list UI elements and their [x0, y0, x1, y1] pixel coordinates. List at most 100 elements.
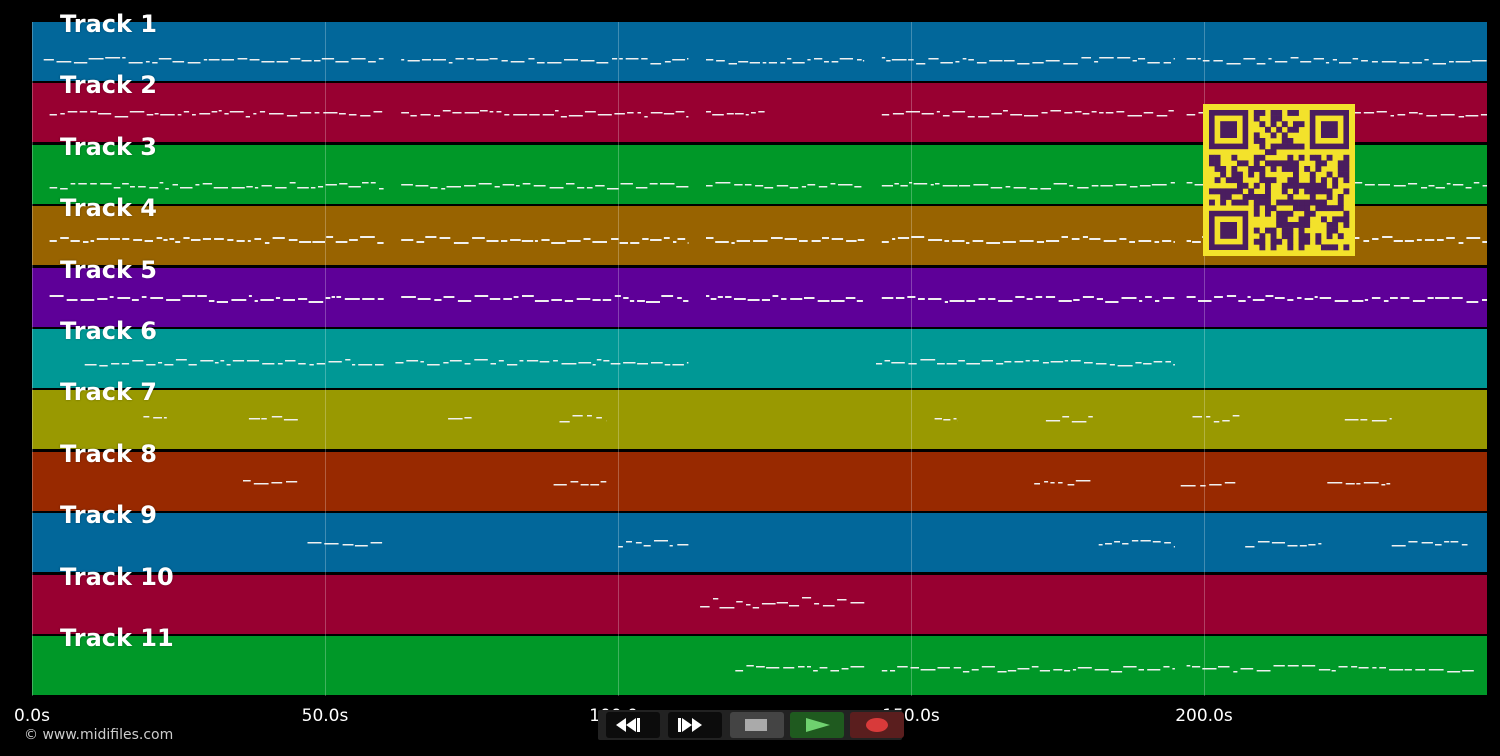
note [911, 236, 925, 238]
note [113, 187, 121, 189]
note [187, 62, 201, 64]
note [629, 300, 635, 302]
note [672, 364, 684, 366]
play-button[interactable] [790, 712, 844, 738]
note [905, 111, 920, 113]
note [1165, 361, 1171, 363]
note [1094, 61, 1099, 63]
note [542, 114, 554, 116]
note [133, 239, 143, 241]
note [253, 483, 269, 485]
note [1155, 300, 1160, 302]
note [336, 296, 342, 298]
note [260, 299, 274, 301]
note [259, 111, 266, 113]
note [1415, 669, 1426, 671]
note [1003, 60, 1015, 62]
note [776, 185, 789, 187]
note [928, 239, 943, 241]
fast-forward-button[interactable] [668, 712, 722, 738]
note [1152, 541, 1161, 543]
track-lane[interactable] [32, 268, 1487, 327]
note [854, 186, 862, 188]
note [1062, 416, 1070, 418]
note [290, 58, 301, 60]
note [128, 62, 143, 64]
note [1192, 241, 1201, 243]
note [700, 606, 710, 608]
note [1194, 184, 1210, 186]
note [768, 62, 777, 64]
note [908, 363, 917, 365]
note [1198, 300, 1212, 302]
note [510, 239, 521, 241]
note [928, 298, 942, 300]
note [49, 187, 58, 189]
note [998, 300, 1013, 302]
note [188, 364, 197, 366]
note [1372, 238, 1379, 240]
note [224, 113, 229, 115]
track-lane[interactable] [32, 513, 1487, 572]
note [1143, 112, 1154, 114]
note [715, 241, 729, 243]
note [973, 184, 989, 186]
note [464, 417, 472, 419]
note [229, 111, 244, 113]
note [1408, 541, 1418, 543]
note [98, 113, 112, 115]
track-label: Track 11 [60, 624, 174, 652]
note [637, 300, 645, 302]
note [1381, 61, 1397, 63]
note [264, 242, 270, 244]
note [289, 182, 296, 184]
note [642, 238, 649, 240]
stop-icon [745, 719, 767, 731]
note [533, 185, 546, 187]
note [669, 545, 673, 547]
note [1173, 58, 1175, 60]
note [1424, 59, 1429, 61]
note [736, 240, 750, 242]
note [84, 364, 97, 366]
track-lane[interactable] [32, 636, 1487, 695]
note [1432, 63, 1446, 65]
note [756, 666, 765, 668]
note [644, 116, 648, 118]
note [1334, 300, 1349, 302]
note [1138, 669, 1144, 671]
note [1390, 115, 1394, 117]
record-button[interactable] [850, 712, 904, 738]
note [981, 360, 993, 362]
track-lane[interactable] [32, 452, 1487, 511]
rewind-button[interactable] [606, 712, 660, 738]
note [277, 363, 283, 365]
note [814, 58, 823, 60]
note [920, 359, 936, 361]
note [988, 298, 996, 300]
note [916, 63, 926, 65]
note [921, 113, 934, 115]
note [1351, 666, 1358, 668]
note [553, 484, 567, 486]
track-lane[interactable] [32, 575, 1487, 634]
note [1224, 482, 1236, 484]
note [1058, 482, 1063, 484]
note [111, 363, 120, 365]
stop-button[interactable] [730, 712, 784, 738]
note [379, 188, 384, 190]
track-lane[interactable] [32, 329, 1487, 388]
note [1035, 296, 1043, 298]
note [952, 240, 965, 242]
note [1297, 297, 1302, 299]
note [1026, 298, 1033, 300]
note [612, 58, 618, 60]
note [1371, 297, 1381, 299]
track-lane[interactable] [32, 390, 1487, 449]
note [324, 543, 339, 545]
note [822, 237, 829, 239]
note [962, 58, 967, 60]
note [1446, 237, 1455, 239]
note [73, 62, 88, 64]
track-lane[interactable] [32, 22, 1487, 81]
